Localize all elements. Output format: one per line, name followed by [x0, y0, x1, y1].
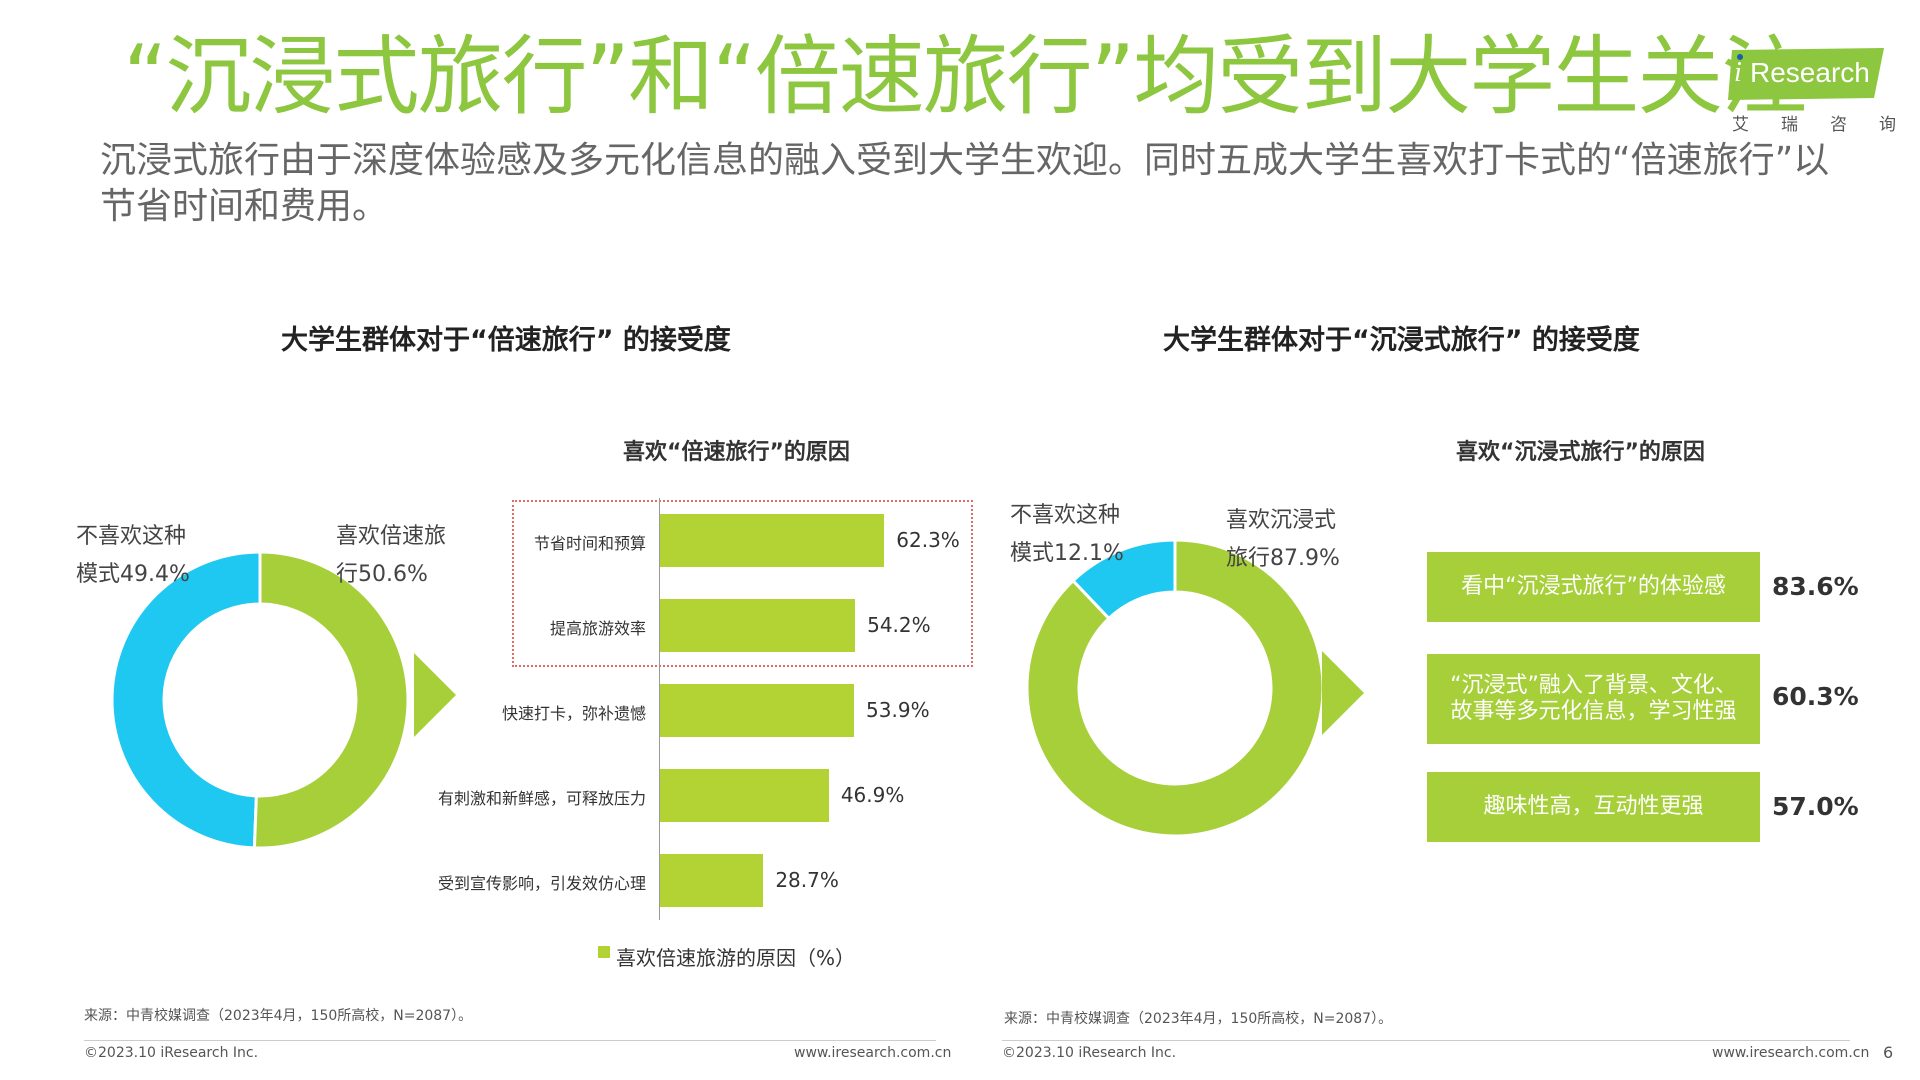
right-donut-like-label: 喜欢沉浸式 旅行87.9% [1226, 502, 1340, 578]
legend-swatch [598, 946, 610, 958]
right-section-title: 大学生群体对于“沉浸式旅行” 的接受度 [1163, 325, 1640, 356]
left-bar-title: 喜欢“倍速旅行”的原因 [623, 440, 850, 465]
reason-box-1: 看中“沉浸式旅行”的体验感 [1427, 552, 1760, 622]
logo-letter: i [1734, 57, 1742, 88]
right-source: 来源：中青校媒调查（2023年4月，150所高校，N=2087）。 [1004, 1011, 1393, 1027]
right-reasons-title: 喜欢“沉浸式旅行”的原因 [1456, 440, 1705, 465]
iresearch-logo: i Research 艾 瑞 咨 询 [1728, 48, 1896, 138]
bar-2 [660, 599, 856, 652]
label-line: 行50.6% [336, 562, 428, 587]
bar-3 [660, 684, 855, 737]
bar-category-label: 有刺激和新鲜感，可释放压力 [437, 789, 646, 808]
highlight-box [512, 500, 973, 667]
left-donut-dislike-label: 不喜欢这种 模式49.4% [76, 518, 190, 594]
left-donut-chart [110, 550, 410, 850]
label-line: 喜欢倍速旅 [336, 524, 447, 549]
logo-cn-char: 咨 [1830, 115, 1847, 135]
logo-cn-char: 询 [1879, 115, 1896, 135]
label-line: 喜欢沉浸式 [1226, 508, 1337, 533]
page-subtitle: 沉浸式旅行由于深度体验感及多元化信息的融入受到大学生欢迎。同时五成大学生喜欢打卡… [100, 140, 1830, 227]
left-footer-line [84, 1040, 936, 1041]
label-line: 旅行87.9% [1226, 546, 1340, 571]
reason-box-3: 趣味性高，互动性更强 [1427, 772, 1760, 842]
label-line: 模式49.4% [76, 562, 190, 587]
right-donut-chart [1025, 538, 1325, 838]
bar-1 [660, 514, 885, 567]
page-title: “沉浸式旅行”和“倍速旅行”均受到大学生关注 [123, 27, 1807, 127]
bar-value-label: 46.9% [840, 783, 905, 807]
bar-category-label: 提高旅游效率 [549, 619, 646, 638]
donut-slice-1 [110, 550, 262, 850]
label-line: 模式12.1% [1010, 541, 1124, 566]
bar-4 [660, 769, 829, 822]
left-section-title: 大学生群体对于“倍速旅行” 的接受度 [281, 325, 731, 356]
bar-area: 节省时间和预算 62.3% 提高旅游效率 54.2% 快速打卡，弥补遗憾 53.9% 有刺激… [0, 0, 960, 907]
left-footer-url: www.iresearch.com.cn [794, 1045, 952, 1061]
label-line: 不喜欢这种 [76, 524, 187, 549]
logo-cn-char: 艾 [1732, 115, 1749, 135]
left-footer-copyright: ©2023.10 iResearch Inc. [84, 1045, 259, 1061]
reason-value-1: 83.6% [1772, 572, 1859, 601]
reason-box-2: “沉浸式”融入了背景、文化、故事等多元化信息，学习性强 [1427, 654, 1760, 744]
left-arrow-icon [414, 653, 456, 737]
reason-value-3: 57.0% [1772, 792, 1859, 821]
right-footer-copyright: ©2023.10 iResearch Inc. [1002, 1045, 1177, 1061]
right-footer-line [1002, 1040, 1850, 1041]
right-footer-url: www.iresearch.com.cn [1712, 1045, 1870, 1061]
reason-value-2: 60.3% [1772, 682, 1859, 711]
donut-slice-2 [1025, 538, 1325, 838]
logo-word: Research [1750, 57, 1870, 88]
logo-dot-icon [1737, 54, 1743, 60]
left-source: 来源：中青校媒调查（2023年4月，150所高校，N=2087）。 [84, 1008, 473, 1024]
right-arrow-icon [1322, 651, 1364, 735]
bar-value-label: 62.3% [896, 528, 960, 552]
legend-label: 喜欢倍速旅游的原因（%） [616, 946, 856, 970]
left-donut-like-label: 喜欢倍速旅 行50.6% [336, 518, 446, 594]
bar-category-label: 受到宣传影响，引发效仿心理 [437, 874, 646, 893]
logo-chinese: 艾 瑞 咨 询 [1732, 110, 1896, 135]
bar-5 [660, 854, 764, 907]
bar-category-label: 快速打卡，弥补遗憾 [501, 704, 646, 723]
right-donut-dislike-label: 不喜欢这种 模式12.1% [1010, 497, 1124, 573]
bar-value-label: 54.2% [867, 613, 931, 637]
logo-mark-icon [1728, 48, 1884, 100]
bar-category-label: 节省时间和预算 [533, 534, 646, 553]
logo-cn-char: 瑞 [1781, 115, 1798, 135]
donut-slice-2 [252, 550, 410, 850]
bar-axis-line [659, 498, 660, 920]
bar-value-label: 53.9% [866, 698, 930, 722]
page-number: 6 [1883, 1043, 1894, 1062]
bar-value-label: 28.7% [775, 868, 839, 892]
label-line: 不喜欢这种 [1010, 503, 1121, 528]
